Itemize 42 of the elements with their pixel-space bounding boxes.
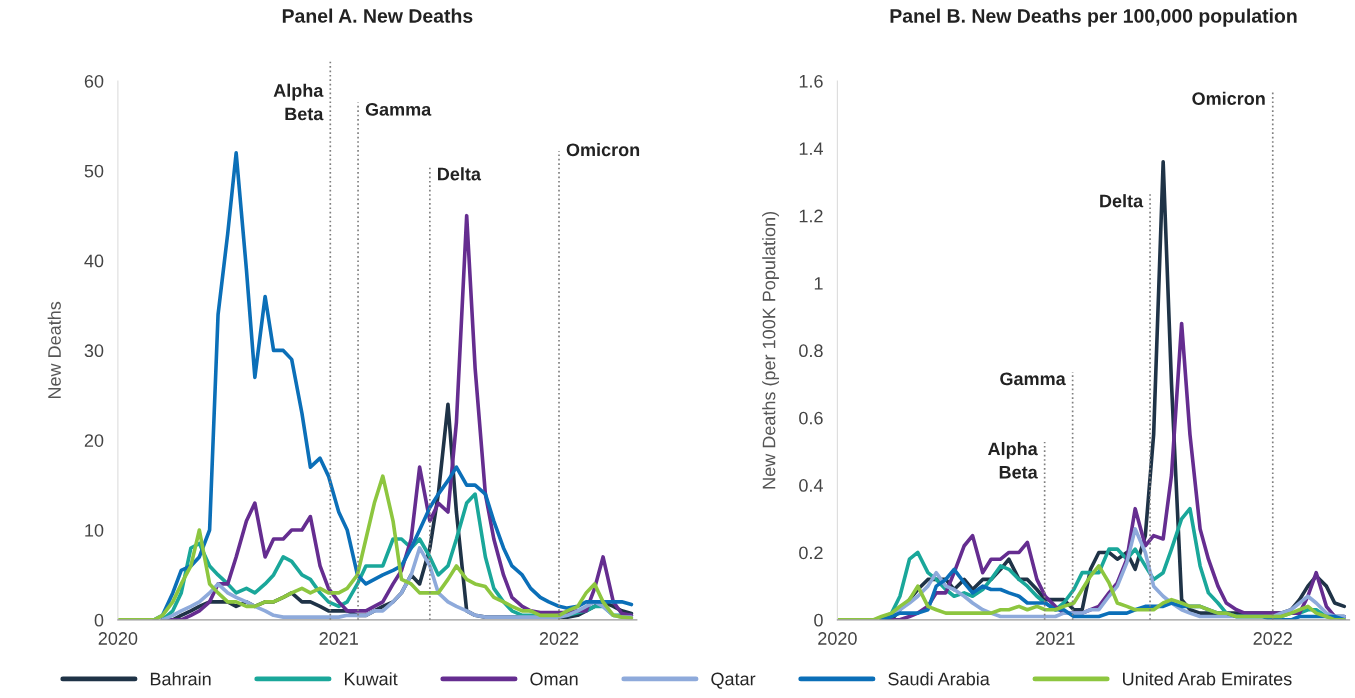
- y-tick-label: 1.4: [799, 142, 823, 155]
- y-tick-label: 0.6: [799, 411, 823, 425]
- line-series: [160, 546, 634, 620]
- y-axis-title: New Deaths (per 100K Population): [762, 212, 779, 489]
- legend-label: Oman: [530, 672, 578, 686]
- y-tick-label: 1: [814, 277, 823, 290]
- y-tick-label: 1.2: [799, 209, 823, 223]
- y-tick-label: 1.6: [799, 74, 823, 88]
- y-axis-title: New Deaths: [47, 301, 61, 399]
- legend-label: Saudi Arabia: [888, 672, 990, 686]
- y-tick-label: 10: [85, 523, 104, 537]
- y-tick-label: 0: [94, 613, 104, 627]
- y-tick-label: 20: [84, 434, 104, 447]
- y-tick-label: 0.4: [799, 479, 823, 492]
- y-tick-label: 0: [814, 613, 823, 627]
- x-tick-label: 2020: [818, 632, 857, 645]
- legend-label: United Arab Emirates: [1123, 672, 1292, 686]
- ref-line-label: Omicron: [1192, 91, 1265, 106]
- x-tick-label: 2020: [98, 632, 138, 645]
- chart-title: Panel A. New Deaths: [282, 8, 473, 23]
- legend-label: Bahrain: [150, 672, 211, 686]
- chart-title: Panel B. New Deaths per 100,000 population: [890, 8, 1297, 27]
- legend-label: Kuwait: [344, 672, 398, 686]
- ref-line-label: Delta: [438, 167, 482, 181]
- y-tick-label: 0.2: [799, 546, 823, 560]
- ref-line-label: Delta: [1100, 194, 1144, 208]
- ref-line-label: Alpha Beta: [273, 83, 324, 121]
- line-series: [117, 474, 634, 620]
- y-tick-label: 30: [84, 344, 104, 358]
- x-tick-label: 2021: [1036, 632, 1075, 645]
- legend-label: Qatar: [711, 672, 756, 689]
- x-tick-label: 2022: [1253, 632, 1292, 645]
- y-tick-label: 60: [84, 74, 104, 88]
- x-tick-label: 2021: [319, 632, 358, 645]
- y-tick-label: 0.8: [799, 344, 823, 358]
- y-tick-label: 40: [84, 254, 104, 268]
- ref-line-label: Gamma: [1000, 372, 1066, 386]
- x-tick-label: 2022: [539, 632, 579, 645]
- y-tick-label: 50: [84, 164, 104, 178]
- ref-line-label: Omicron: [566, 142, 640, 157]
- ref-line-label: Gamma: [365, 103, 432, 116]
- ref-line-label: Alpha Beta: [988, 442, 1038, 479]
